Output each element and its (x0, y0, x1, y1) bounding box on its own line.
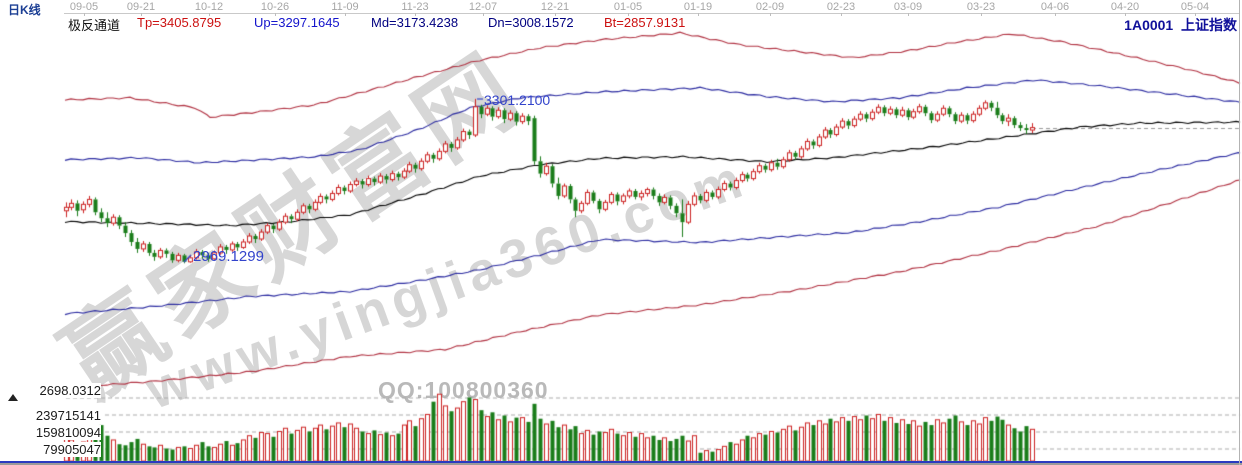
symbol-name: 上证指数 (1181, 17, 1237, 33)
date-axis-tick (908, 13, 909, 16)
symbol-code: 1A0001 (1124, 17, 1174, 33)
triangle-up-marker (8, 394, 18, 401)
date-axis-label: 02-09 (755, 1, 785, 13)
date-axis-tick (483, 13, 484, 16)
symbol-title[interactable]: 1A0001 上证指数 (1124, 15, 1237, 35)
date-axis-tick (981, 13, 982, 16)
date-axis-label: 10-12 (194, 1, 224, 13)
indicator-value: Md=3173.4238 (371, 15, 459, 30)
date-axis-tick (345, 13, 346, 16)
date-axis-label: 11-09 (331, 1, 359, 13)
indicator-value: Up=3297.1645 (254, 15, 340, 30)
date-axis-label: 12-21 (540, 1, 570, 13)
volume-scale-label: 239715141 (0, 408, 101, 423)
date-axis-label: 01-19 (683, 1, 713, 13)
date-axis-label: 04-06 (1040, 1, 1070, 13)
date-axis-tick (415, 13, 416, 16)
volume-scale-label: 79905047 (0, 442, 101, 457)
date-axis-line (64, 13, 1240, 14)
date-axis-tick (1195, 13, 1196, 16)
date-axis-tick (841, 13, 842, 16)
indicator-name[interactable]: 极反通道 (68, 18, 121, 33)
volume-scale-label: 159810094 (0, 425, 101, 440)
date-axis-label: 09-21 (126, 1, 156, 13)
period-label[interactable]: 日K线 (8, 3, 41, 17)
trough-price-annotation: 2969.1299 (193, 248, 264, 265)
date-axis-label: 03-23 (966, 1, 996, 13)
date-axis-label: 11-23 (401, 1, 429, 13)
date-axis-tick (275, 13, 276, 16)
right-frame-border (1239, 0, 1240, 465)
date-axis-tick (555, 13, 556, 16)
date-axis-label: 02-23 (826, 1, 856, 13)
date-axis-tick (698, 13, 699, 16)
date-axis-label: 10-26 (260, 1, 290, 13)
price-scale-bottom-label: 2698.0312 (0, 383, 101, 398)
indicator-value: Bt=2857.9131 (604, 15, 686, 30)
date-axis-tick (770, 13, 771, 16)
bottom-edge-strip (0, 463, 1242, 465)
bottom-separator-line (0, 461, 1242, 463)
date-axis-label: 12-07 (468, 1, 498, 13)
date-axis-tick (141, 13, 142, 16)
date-axis-label: 05-04 (1180, 1, 1210, 13)
date-axis-label: 09-05 (69, 1, 99, 13)
date-axis-tick (1125, 13, 1126, 16)
date-axis-tick (628, 13, 629, 16)
date-axis-label: 03-09 (893, 1, 923, 13)
indicator-value: Tp=3405.8795 (137, 15, 222, 30)
date-axis-tick (1055, 13, 1056, 16)
peak-price-annotation: 3301.2100 (484, 92, 551, 108)
date-axis-label: 04-20 (1110, 1, 1140, 13)
indicator-value: Dn=3008.1572 (488, 15, 574, 30)
date-axis-tick (209, 13, 210, 16)
date-axis-label: 01-05 (613, 1, 643, 13)
date-axis-tick (84, 13, 85, 16)
